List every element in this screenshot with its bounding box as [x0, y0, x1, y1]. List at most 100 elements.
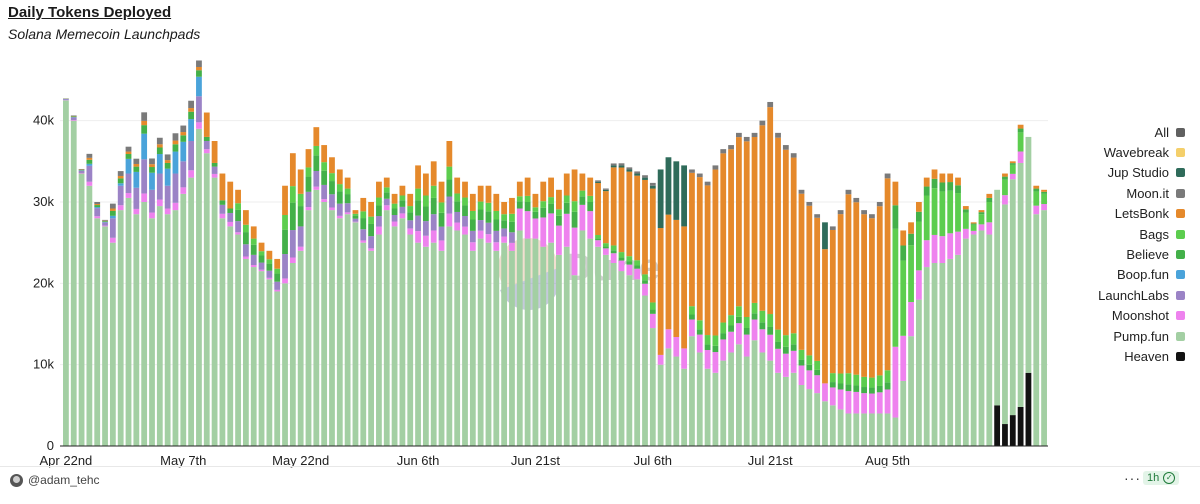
legend-item-jupstudio[interactable]: Jup Studio [1085, 163, 1185, 183]
bar-segment-pumpfun [540, 247, 546, 446]
legend-item-boopfun[interactable]: Boop.fun [1085, 265, 1185, 285]
bar-day-94 [799, 190, 805, 446]
bar-segment-letsbonk [384, 178, 390, 188]
bar-day-52 [470, 194, 476, 446]
bar-segment-moonshot [713, 352, 719, 373]
bar-segment-believe [313, 155, 319, 171]
bar-segment-moonshot [869, 394, 875, 414]
bar-segment-letsbonk [838, 214, 844, 373]
legend-item-moonshot[interactable]: Moonshot [1085, 306, 1185, 326]
bar-segment-moonshot [501, 237, 507, 243]
bar-segment-letsbonk [861, 214, 867, 377]
bar-segment-letsbonk [415, 165, 421, 188]
bar-day-9 [133, 159, 139, 446]
bar-segment-believe [1002, 177, 1008, 180]
y-tick-label: 30k [33, 194, 54, 209]
bar-day-48 [439, 182, 445, 446]
bar-segment-pumpfun [986, 235, 992, 446]
bar-segment-moonit [744, 137, 750, 141]
bar-segment-jupstudio [822, 222, 828, 249]
bar-segment-moonshot [744, 335, 750, 357]
bar-segment-moonshot [759, 329, 765, 352]
bar-segment-jupstudio [634, 174, 640, 176]
bar-day-21 [227, 182, 233, 446]
bar-segment-pumpfun [493, 251, 499, 446]
bar-segment-bags [501, 214, 507, 220]
bar-segment-moonit [705, 182, 711, 186]
bar-segment-launchlabs [235, 221, 241, 232]
bar-day-37 [353, 210, 359, 446]
refresh-badge[interactable]: 1h ✓ [1143, 471, 1179, 485]
legend-item-heaven[interactable]: Heaven [1085, 346, 1185, 366]
bar-segment-pumpfun [744, 357, 750, 446]
bar-segment-letsbonk [830, 230, 836, 373]
bar-day-41 [384, 178, 390, 446]
legend-item-letsbonk[interactable]: LetsBonk [1085, 204, 1185, 224]
bar-segment-pumpfun [423, 247, 429, 446]
bar-segment-letsbonk [846, 194, 852, 373]
bar-segment-launchlabs [71, 117, 77, 120]
bar-segment-moonshot [235, 232, 241, 234]
legend-swatch [1176, 230, 1185, 239]
legend-item-moonit[interactable]: Moon.it [1085, 183, 1185, 203]
bar-segment-pumpfun [853, 413, 859, 446]
bar-segment-believe [71, 116, 77, 117]
bar-segment-bags [603, 243, 609, 246]
bar-segment-bags [259, 251, 265, 255]
bar-segment-believe [799, 360, 805, 366]
bar-segment-pumpfun [869, 413, 875, 446]
bar-segment-believe [525, 202, 531, 211]
bar-segment-bags [1018, 132, 1024, 151]
bar-segment-pumpfun [939, 263, 945, 446]
bar-day-92 [783, 145, 789, 446]
bar-segment-moonshot [251, 265, 257, 267]
more-options-button[interactable]: ··· [1124, 470, 1141, 486]
bar-segment-bags [446, 167, 452, 180]
bar-segment-bags [720, 323, 726, 334]
bar-segment-bags [392, 204, 398, 209]
bar-segment-letsbonk [822, 249, 828, 383]
bar-segment-moonshot [454, 223, 460, 231]
bar-segment-believe [986, 198, 992, 202]
legend-item-wavebreak[interactable]: Wavebreak [1085, 142, 1185, 162]
bar-segment-bags [431, 186, 437, 198]
bar-segment-letsbonk [306, 149, 312, 167]
bar-segment-launchlabs [259, 263, 265, 270]
bar-day-102 [861, 210, 867, 446]
bar-segment-bags [376, 198, 382, 206]
legend-item-launchlabs[interactable]: LaunchLabs [1085, 285, 1185, 305]
legend-item-believe[interactable]: Believe [1085, 244, 1185, 264]
bar-segment-moonshot [767, 335, 773, 361]
bar-segment-launchlabs [165, 186, 171, 209]
bar-segment-letsbonk [939, 174, 945, 183]
bar-segment-moonshot [681, 348, 687, 368]
bar-segment-launchlabs [86, 166, 92, 182]
bar-segment-moonshot [133, 209, 139, 214]
bar-segment-boopfun [86, 164, 92, 166]
bar-segment-letsbonk [290, 153, 296, 186]
bar-segment-launchlabs [149, 190, 155, 213]
legend-item-pumpfun[interactable]: Pump.fun [1085, 326, 1185, 346]
bar-day-84 [720, 149, 726, 446]
bar-segment-letsbonk [243, 210, 249, 225]
legend-item-all[interactable]: All [1085, 122, 1185, 142]
bar-segment-boopfun [94, 207, 100, 208]
bar-segment-believe [893, 205, 899, 229]
bar-segment-bags [728, 315, 734, 325]
bar-segment-believe [916, 212, 922, 222]
bar-segment-moonshot [658, 355, 664, 365]
bar-segment-pumpfun [486, 243, 492, 446]
bar-segment-bags [619, 252, 625, 257]
author[interactable]: @adam_tehc [10, 473, 100, 487]
bar-segment-letsbonk [149, 164, 155, 167]
bar-segment-pumpfun [360, 243, 366, 446]
bar-segment-moonshot [939, 236, 945, 263]
bar-segment-launchlabs [337, 204, 343, 216]
bar-segment-believe [282, 230, 288, 254]
bar-segment-pumpfun [392, 226, 398, 446]
bar-segment-believe [251, 245, 257, 255]
bar-day-6 [110, 204, 116, 446]
bar-segment-bags [626, 256, 632, 261]
legend-item-bags[interactable]: Bags [1085, 224, 1185, 244]
bar-segment-boopfun [149, 173, 155, 190]
